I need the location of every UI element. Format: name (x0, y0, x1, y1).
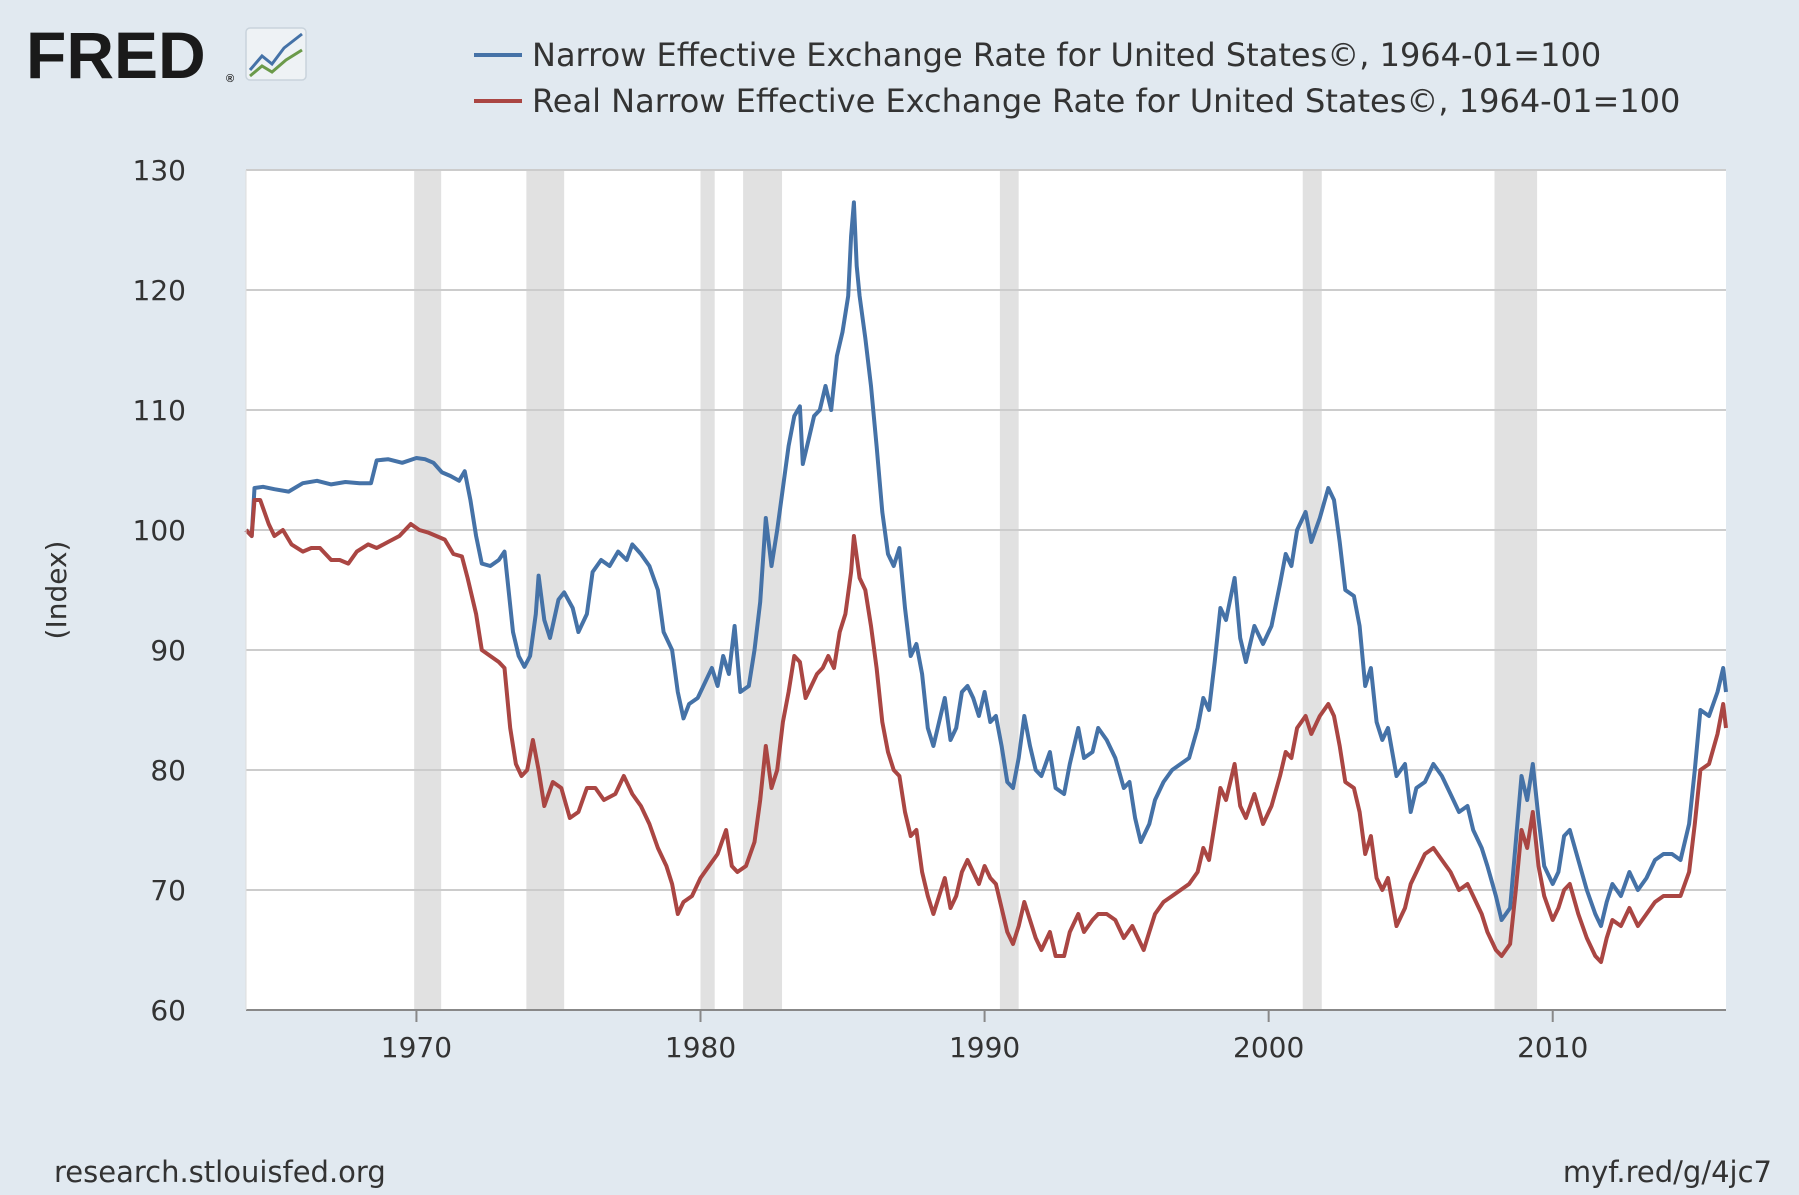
axes: 60 70 80 90 100 110 120 130 1970 1980 1990 2000 2010 (133, 154, 1726, 1064)
x-tick-label-2010: 2010 (1517, 1031, 1588, 1064)
legend-label-real: Real Narrow Effective Exchange Rate for … (532, 82, 1680, 120)
recession-band-2 (700, 170, 715, 1010)
legend: Narrow Effective Exchange Rate for Unite… (474, 36, 1680, 120)
footer-source-link[interactable]: research.stlouisfed.org (54, 1155, 386, 1189)
recession-band-1 (526, 170, 565, 1010)
recession-band-5 (1302, 170, 1322, 1010)
recession-band-4 (999, 170, 1019, 1010)
chart-trend-icon (245, 27, 307, 81)
y-axis-label: (Index) (40, 541, 73, 640)
legend-item-nominal[interactable]: Narrow Effective Exchange Rate for Unite… (474, 36, 1601, 74)
y-tick-label-130: 130 (133, 154, 186, 187)
recession-band-0 (414, 170, 442, 1010)
footer-short-link[interactable]: myf.red/g/4jc7 (1563, 1155, 1772, 1189)
x-tick-label-1970: 1970 (381, 1031, 452, 1064)
y-tick-label-110: 110 (133, 394, 186, 427)
y-tick-label-70: 70 (150, 874, 186, 907)
recession-shading (414, 170, 1538, 1010)
legend-label-nominal: Narrow Effective Exchange Rate for Unite… (532, 36, 1601, 74)
fred-logo[interactable]: FRED ® (26, 18, 307, 92)
fred-logo-text: FRED (26, 18, 206, 92)
y-tick-label-90: 90 (150, 634, 186, 667)
y-tick-label-120: 120 (133, 274, 186, 307)
y-tick-label-60: 60 (150, 994, 186, 1027)
series-lines (244, 200, 1728, 964)
registered-mark: ® (226, 73, 234, 85)
series-line-nominal (244, 200, 1728, 928)
gridlines (246, 169, 1726, 891)
x-tick-label-1980: 1980 (665, 1031, 736, 1064)
x-tick-label-2000: 2000 (1233, 1031, 1304, 1064)
legend-item-real[interactable]: Real Narrow Effective Exchange Rate for … (474, 82, 1680, 120)
y-tick-label-100: 100 (133, 514, 186, 547)
series-line-real (244, 498, 1728, 964)
x-tick-label-1990: 1990 (949, 1031, 1020, 1064)
y-tick-label-80: 80 (150, 754, 186, 787)
